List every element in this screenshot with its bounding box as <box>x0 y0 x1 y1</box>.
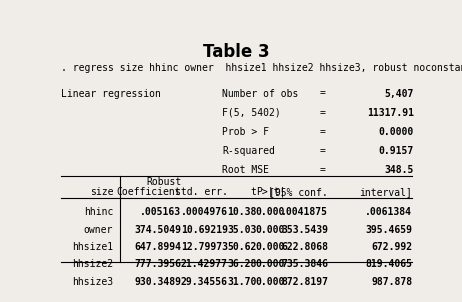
Text: =: = <box>320 88 326 98</box>
Text: 31.70: 31.70 <box>227 277 256 287</box>
Text: 987.878: 987.878 <box>371 277 412 287</box>
Text: 0.9157: 0.9157 <box>379 146 414 156</box>
Text: Prob > F: Prob > F <box>223 127 269 137</box>
Text: 0.000: 0.000 <box>256 277 285 287</box>
Text: .005163: .005163 <box>140 207 181 217</box>
Text: t: t <box>250 187 256 197</box>
Text: =: = <box>320 146 326 156</box>
Text: 374.5049: 374.5049 <box>134 225 181 235</box>
Text: Root MSE: Root MSE <box>223 165 269 175</box>
Text: owner: owner <box>84 225 113 235</box>
Text: 29.34556: 29.34556 <box>181 277 228 287</box>
Text: 353.5439: 353.5439 <box>281 225 328 235</box>
Text: 36.28: 36.28 <box>227 259 256 269</box>
Text: 672.992: 672.992 <box>371 242 412 252</box>
Text: 10.69219: 10.69219 <box>181 225 228 235</box>
Text: Table 3: Table 3 <box>203 43 270 61</box>
Text: .0041875: .0041875 <box>281 207 328 217</box>
Text: size: size <box>90 187 113 197</box>
Text: 0.000: 0.000 <box>256 225 285 235</box>
Text: 50.62: 50.62 <box>227 242 256 252</box>
Text: 12.79973: 12.79973 <box>181 242 228 252</box>
Text: 10.38: 10.38 <box>227 207 256 217</box>
Text: interval]: interval] <box>359 187 412 197</box>
Text: . regress size hhinc owner  hhsize1 hhsize2 hhsize3, robust noconstant: . regress size hhinc owner hhsize1 hhsiz… <box>61 63 462 73</box>
Text: hhinc: hhinc <box>84 207 113 217</box>
Text: 35.03: 35.03 <box>227 225 256 235</box>
Text: 11317.91: 11317.91 <box>367 108 414 118</box>
Text: =: = <box>320 108 326 118</box>
Text: 21.42977: 21.42977 <box>181 259 228 269</box>
Text: 395.4659: 395.4659 <box>365 225 412 235</box>
Text: std. err.: std. err. <box>175 187 228 197</box>
Text: R-squared: R-squared <box>223 146 275 156</box>
Text: Robust: Robust <box>146 177 181 187</box>
Text: 0.000: 0.000 <box>256 242 285 252</box>
Text: 348.5: 348.5 <box>385 165 414 175</box>
Text: P>|t|: P>|t| <box>256 187 285 198</box>
Text: .0004976: .0004976 <box>181 207 228 217</box>
Text: Number of obs: Number of obs <box>223 88 299 98</box>
Text: 735.3846: 735.3846 <box>281 259 328 269</box>
Text: =: = <box>320 127 326 137</box>
Text: 777.3956: 777.3956 <box>134 259 181 269</box>
Text: hhsize1: hhsize1 <box>72 242 113 252</box>
Text: 0.000: 0.000 <box>256 207 285 217</box>
Text: =: = <box>320 165 326 175</box>
Text: 819.4065: 819.4065 <box>365 259 412 269</box>
Text: 5,407: 5,407 <box>385 88 414 98</box>
Text: Coefficient: Coefficient <box>116 187 181 197</box>
Text: [95% conf.: [95% conf. <box>269 187 328 197</box>
Text: 0.0000: 0.0000 <box>379 127 414 137</box>
Text: 872.8197: 872.8197 <box>281 277 328 287</box>
Text: Linear regression: Linear regression <box>61 88 161 98</box>
Text: hhsize2: hhsize2 <box>72 259 113 269</box>
Text: hhsize3: hhsize3 <box>72 277 113 287</box>
Text: 0.000: 0.000 <box>256 259 285 269</box>
Text: .0061384: .0061384 <box>365 207 412 217</box>
Text: F(5, 5402): F(5, 5402) <box>223 108 281 118</box>
Text: 622.8068: 622.8068 <box>281 242 328 252</box>
Text: 930.3489: 930.3489 <box>134 277 181 287</box>
Text: 647.8994: 647.8994 <box>134 242 181 252</box>
